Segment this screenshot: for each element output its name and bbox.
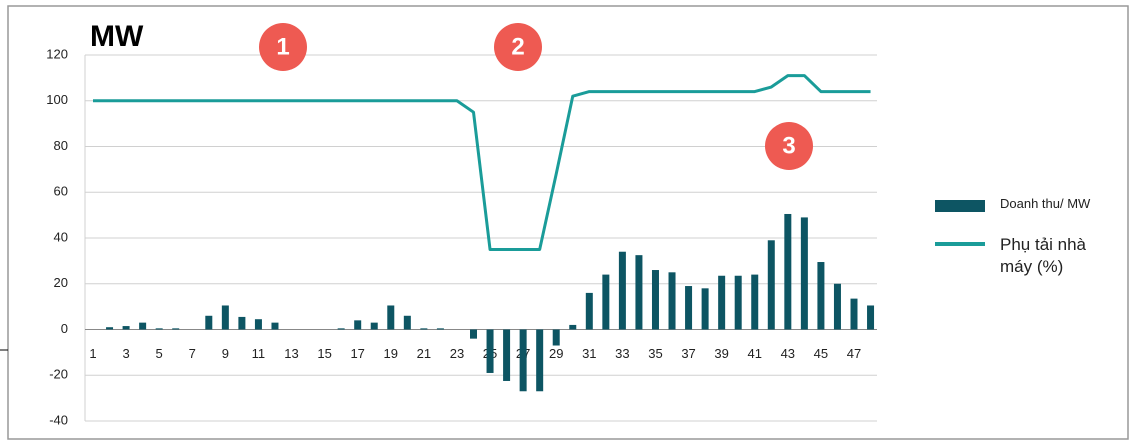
bar [172,328,180,330]
bar [734,275,742,330]
y-axis-label: MW [90,20,144,53]
bar [701,288,709,330]
bar [635,255,643,330]
bar [271,322,279,330]
annotation-marker [765,122,813,170]
bar [205,315,213,330]
x-tick-label: 3 [122,346,129,361]
bar [602,274,610,330]
x-tick-label: 43 [781,346,795,361]
x-tick-label: 47 [847,346,861,361]
legend-swatch [935,242,985,246]
x-tick-label: 15 [317,346,331,361]
x-tick-label: 23 [450,346,464,361]
y-tick-label: 20 [54,275,68,290]
bar [718,275,726,330]
bar [651,270,659,330]
bar [354,320,362,330]
x-tick-label: 5 [156,346,163,361]
legend-swatch [935,200,985,212]
legend-item: Phụ tải nhà máy (%) [935,234,1115,278]
x-tick-label: 29 [549,346,563,361]
x-tick-label: 41 [748,346,762,361]
bar [106,327,114,330]
line [93,74,871,251]
x-tick-label: 11 [252,346,266,361]
bar [139,322,147,330]
annotation-label: 2 [511,33,524,60]
y-tick-label: 60 [54,184,68,199]
annotation-marker [259,23,307,71]
bar [503,329,511,381]
x-tick-label: 31 [582,346,596,361]
bar [867,305,875,330]
x-tick-label: 9 [222,346,229,361]
x-tick-label: 19 [384,346,398,361]
legend-item: Doanh thu/ MW [935,196,1090,212]
legend-label: Phụ tải nhà máy (%) [1000,235,1087,276]
y-tick-label: 40 [54,229,68,244]
annotation-label: 3 [782,132,795,159]
bar [387,305,395,330]
bar [552,329,560,346]
bar [833,283,841,330]
bar [685,286,693,330]
bar [337,328,345,330]
x-tick-label: 37 [681,346,695,361]
bar [238,316,246,330]
bar [668,272,676,330]
bar [254,319,262,330]
bar [221,305,229,330]
bar [470,329,477,339]
bar [403,315,411,330]
x-tick-label: 17 [350,346,364,361]
bar [536,329,544,392]
annotation-label: 1 [276,33,289,60]
x-tick-label: 7 [189,346,196,361]
legend-label: Doanh thu/ MW [1000,196,1091,211]
bar [784,213,792,330]
x-tick-label: 21 [417,346,431,361]
bar [436,328,444,330]
bar [767,240,775,330]
bar [569,324,577,330]
frame [7,5,1129,440]
y-tick-label: -20 [49,367,68,382]
bar [122,326,130,330]
bar [155,328,163,330]
bar [800,217,808,330]
x-tick-label: 35 [648,346,662,361]
x-tick-label: 45 [814,346,828,361]
y-tick-label: 80 [54,138,68,153]
y-tick-label: 120 [46,46,68,61]
x-tick-label: 39 [714,346,728,361]
bar [618,251,626,330]
y-tick-label: 0 [61,321,68,336]
bar [817,262,825,330]
bar [420,328,428,330]
y-tick-label: -40 [49,412,68,427]
annotation-marker [494,23,542,71]
bar [751,274,759,330]
x-tick-label: 13 [284,346,298,361]
x-tick-label: 1 [89,346,96,361]
bar [486,329,494,373]
bar [585,292,593,330]
bar [519,329,527,392]
bar [370,322,378,330]
bar [850,298,858,330]
x-tick-label: 33 [615,346,629,361]
y-tick-label: 100 [46,92,68,107]
